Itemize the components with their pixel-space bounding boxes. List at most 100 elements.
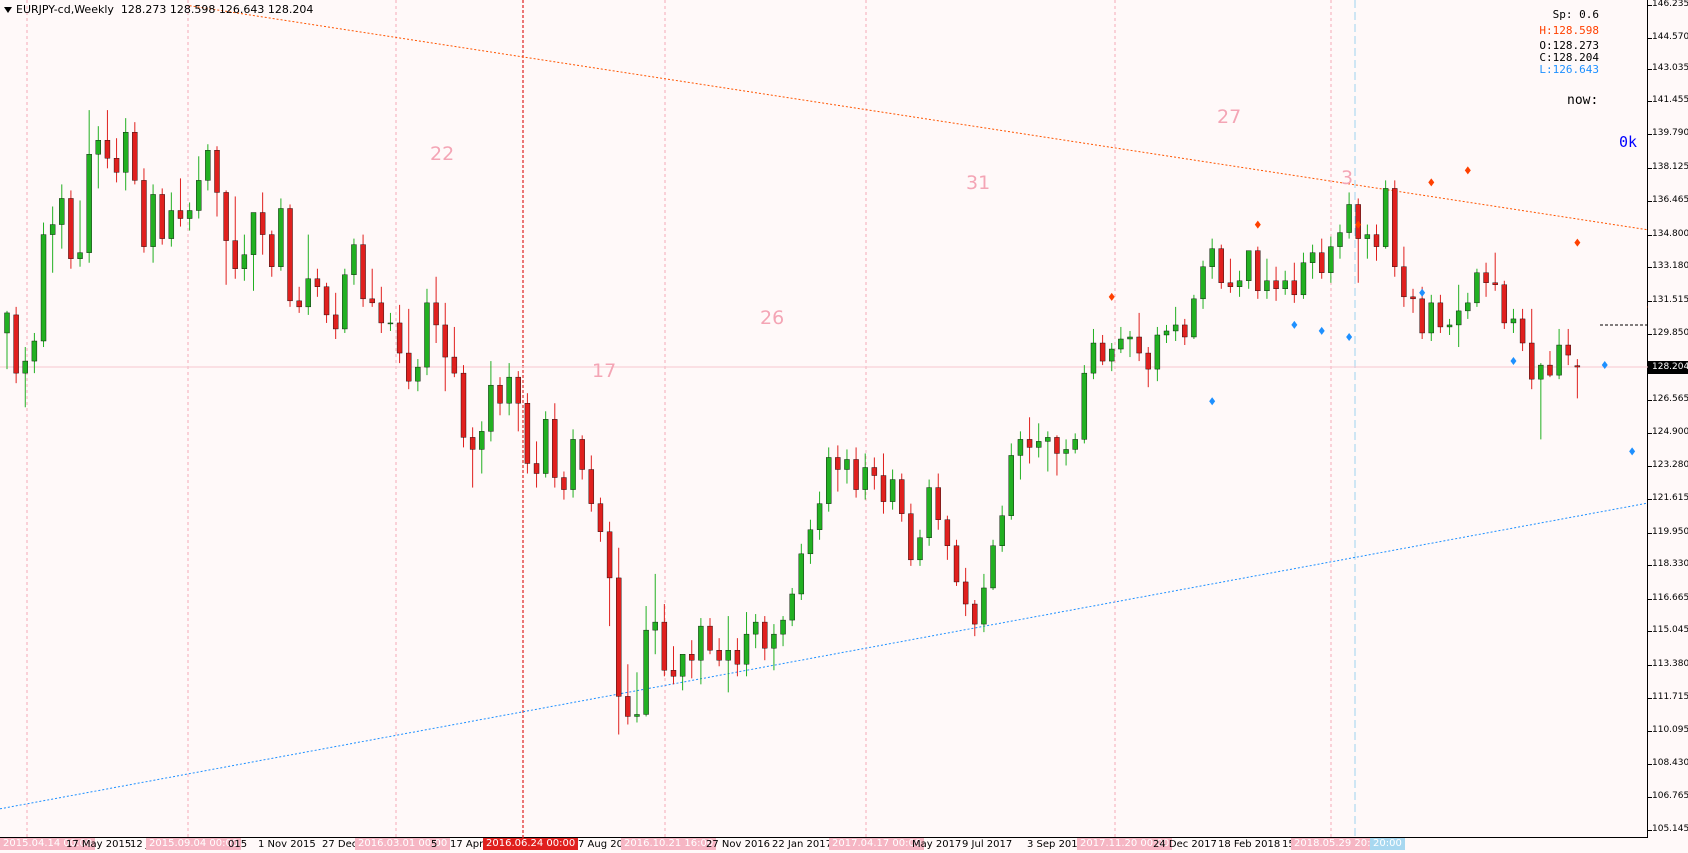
price-tick <box>1648 134 1652 136</box>
candle-body <box>944 519 951 546</box>
time-label: 9 Jul 2017 <box>962 839 1013 850</box>
price-tick-label: 106.765 <box>1652 791 1688 802</box>
candle-body <box>853 459 859 490</box>
candle-body <box>406 352 412 382</box>
price-tick <box>1648 201 1652 203</box>
price-tick-label: 134.800 <box>1652 228 1688 239</box>
fractal-marker <box>1346 332 1353 341</box>
candle-body <box>296 300 302 308</box>
selected-date-badge: 2016.06.24 00:00 <box>483 838 579 850</box>
candle-body <box>287 208 293 302</box>
candle-body <box>1081 372 1088 440</box>
time-label: 015 <box>228 839 248 850</box>
fractal-marker <box>1254 220 1261 229</box>
candle-body <box>132 131 138 181</box>
price-tick-label: 133.180 <box>1652 261 1688 272</box>
candle-body <box>533 463 540 474</box>
candle-body <box>1382 188 1389 247</box>
candle-body <box>789 593 795 621</box>
time-label: 27 Nov 2016 <box>706 839 771 850</box>
candle-body <box>1519 318 1526 344</box>
candle-body <box>570 439 576 490</box>
candle-body <box>707 625 713 651</box>
candle-body <box>844 459 850 470</box>
time-label: 5 <box>431 839 438 850</box>
price-tick <box>1648 631 1652 633</box>
price-tick <box>1648 5 1652 6</box>
candle-body <box>935 487 941 520</box>
vline-date-badge: 2015.04.14 00:00 <box>0 838 96 850</box>
chart-plot-area[interactable]: EURJPY-cd,Weekly 128.273 128.598 126.643… <box>0 0 1648 838</box>
candle-body <box>1455 310 1462 326</box>
candle-body <box>460 372 467 438</box>
wave-count-17: 17 <box>592 360 617 382</box>
candle-body <box>479 431 485 450</box>
candle-body <box>378 302 385 324</box>
candle-body <box>1410 296 1416 300</box>
candle-body <box>1364 234 1371 239</box>
candle-body <box>250 212 257 255</box>
candle-body <box>1346 204 1352 233</box>
candle-body <box>634 714 640 717</box>
candle-body <box>497 384 503 404</box>
candle-body <box>652 621 658 631</box>
candle-body <box>488 384 494 432</box>
candle-body <box>1209 248 1215 267</box>
candle-body <box>1309 252 1316 263</box>
price-tick-label: 143.035 <box>1652 63 1688 74</box>
candle-body <box>342 274 348 330</box>
chart-title: EURJPY-cd,Weekly 128.273 128.598 126.643… <box>4 3 313 16</box>
candle-body <box>762 621 768 649</box>
symbol-timeframe: EURJPY-cd,Weekly <box>16 3 114 16</box>
price-tick <box>1648 465 1652 467</box>
candle-body <box>86 154 92 253</box>
candlestick-chart[interactable] <box>0 0 1648 838</box>
time-label: 12 J <box>130 839 149 850</box>
chevron-down-icon[interactable] <box>4 7 12 13</box>
time-label: 7 Aug 20 <box>578 839 623 850</box>
now-label: now: <box>1567 93 1599 108</box>
candle-body <box>1236 280 1243 287</box>
vline-date-badge: 2016.10.21 16:00 <box>621 838 717 850</box>
candle-body <box>1109 348 1115 362</box>
price-tick <box>1648 234 1652 236</box>
price-tick <box>1648 433 1652 435</box>
candle-body <box>1483 272 1489 283</box>
candle-body <box>1510 318 1517 324</box>
candle-body <box>278 208 284 267</box>
candle-body <box>1200 266 1206 300</box>
candle-body <box>972 603 978 625</box>
time-label: 24 Dec 2017 <box>1153 839 1217 850</box>
candle-body <box>625 696 631 717</box>
fractal-marker <box>1464 166 1471 175</box>
candle-body <box>387 322 394 325</box>
price-tick-label: 116.665 <box>1652 592 1688 603</box>
price-tick <box>1648 167 1652 169</box>
price-tick-label: 108.430 <box>1652 758 1688 769</box>
candle-body <box>926 487 932 538</box>
candle-body <box>1437 302 1444 328</box>
candle-body <box>141 180 147 247</box>
candle-body <box>670 670 677 677</box>
candle-body <box>798 553 805 595</box>
fractal-marker <box>1291 320 1298 329</box>
price-tick-label: 118.330 <box>1652 559 1688 570</box>
candle-body <box>816 503 823 530</box>
candle-body <box>1428 302 1434 334</box>
price-tick <box>1648 532 1652 534</box>
candle-body <box>579 439 585 470</box>
price-tick <box>1648 69 1652 71</box>
vline-date-badge: 2016.03.01 00:00 <box>355 838 451 850</box>
candle-body <box>1373 234 1380 247</box>
price-tick-label: 124.900 <box>1652 427 1688 438</box>
candle-body <box>323 286 330 316</box>
candle-body <box>1218 248 1224 283</box>
candle-body <box>49 224 56 235</box>
candle-body <box>95 140 102 155</box>
price-tick-label: 136.465 <box>1652 195 1688 206</box>
candle-body <box>716 650 722 661</box>
candle-body <box>223 192 229 241</box>
candle-body <box>908 513 914 561</box>
fractal-marker <box>1647 306 1648 308</box>
